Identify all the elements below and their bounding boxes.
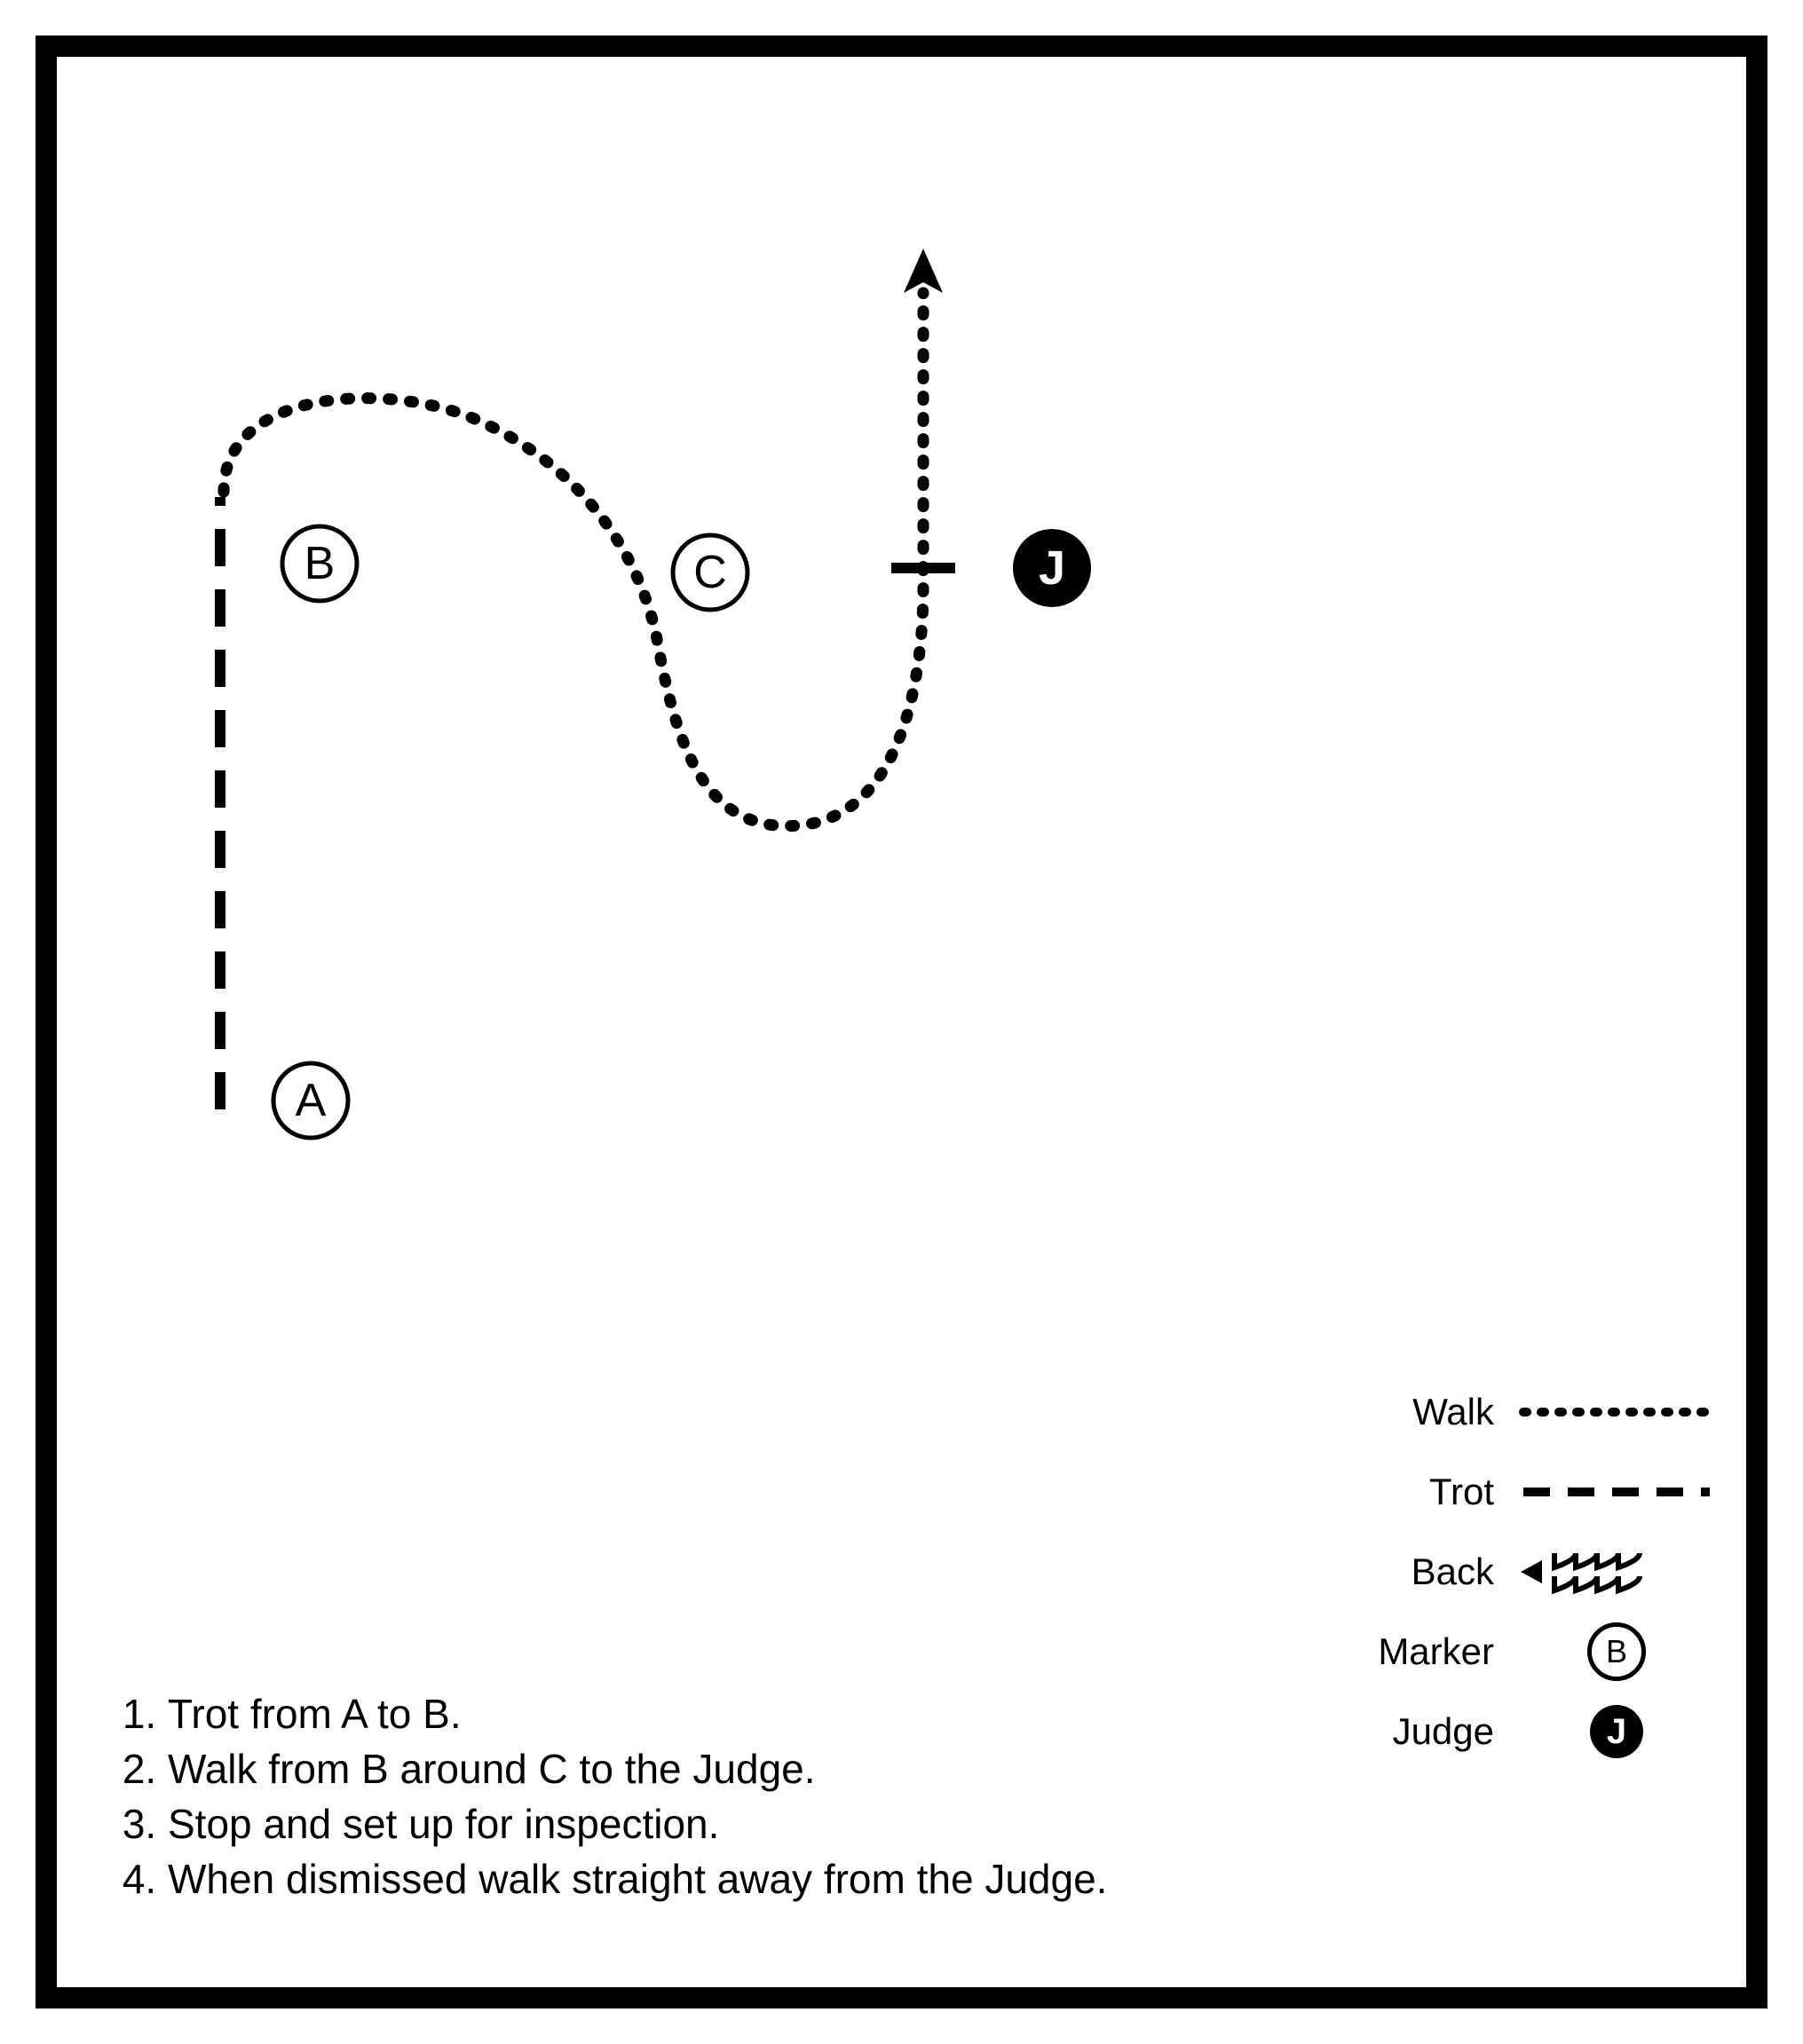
legend-row-back: Back	[1334, 1544, 1714, 1599]
judge-label: J	[1039, 541, 1065, 595]
legend-marker-swatch: B	[1519, 1624, 1714, 1679]
instruction-2: Walk from B around C to the Judge.	[168, 1741, 1107, 1796]
instruction-1: Trot from A to B.	[168, 1686, 1107, 1741]
marker-c-label: C	[693, 547, 727, 598]
legend-row-marker: Marker B	[1334, 1624, 1714, 1679]
legend: Walk Trot Back	[1334, 1385, 1714, 1784]
legend-trot-label: Trot	[1334, 1471, 1519, 1513]
legend-back-swatch	[1519, 1544, 1714, 1599]
instruction-3: Stop and set up for inspection.	[168, 1796, 1107, 1851]
legend-marker-label: Marker	[1334, 1630, 1519, 1673]
legend-marker-icon: B	[1587, 1622, 1646, 1681]
legend-walk-label: Walk	[1334, 1391, 1519, 1433]
legend-judge-label: Judge	[1334, 1710, 1519, 1753]
legend-row-trot: Trot	[1334, 1464, 1714, 1519]
legend-back-label: Back	[1334, 1551, 1519, 1593]
marker-b-label: B	[304, 538, 336, 589]
arrowhead-icon	[904, 249, 943, 293]
legend-row-walk: Walk	[1334, 1385, 1714, 1440]
legend-judge-icon: J	[1590, 1705, 1643, 1758]
marker-a-label: A	[296, 1075, 327, 1126]
instructions: Trot from A to B. Walk from B around C t…	[120, 1686, 1107, 1906]
legend-walk-swatch	[1519, 1385, 1714, 1440]
legend-row-judge: Judge J	[1334, 1704, 1714, 1759]
legend-trot-swatch	[1519, 1464, 1714, 1519]
instruction-4: When dismissed walk straight away from t…	[168, 1851, 1107, 1906]
legend-judge-swatch: J	[1519, 1704, 1714, 1759]
page: A B C J Walk Trot Back	[0, 0, 1803, 2044]
